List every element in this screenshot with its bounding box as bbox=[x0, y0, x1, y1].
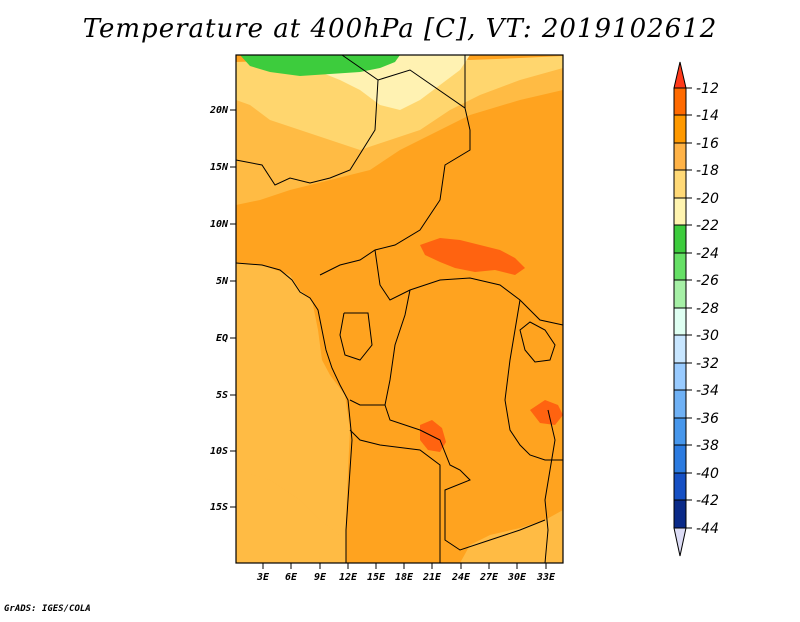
contour-fill-green-north bbox=[240, 55, 400, 76]
contour-fill-red-orange-east bbox=[530, 400, 563, 425]
border-east-1 bbox=[504, 299, 563, 461]
colorbar-swatch bbox=[673, 224, 687, 254]
colorbar-label: -24 bbox=[696, 246, 719, 262]
x-tick-label: 21E bbox=[422, 572, 442, 583]
contour-fill-light-orange-southband bbox=[236, 470, 346, 563]
colorbar-bottom-triangle bbox=[673, 527, 687, 557]
border-lake bbox=[519, 321, 556, 363]
x-tick-label: 3E bbox=[256, 572, 270, 583]
y-tick-label: 10N bbox=[210, 219, 229, 230]
x-tick-label: 18E bbox=[395, 572, 414, 583]
colorbar-swatch bbox=[673, 417, 687, 446]
colorbar-label: -32 bbox=[696, 356, 719, 372]
contour-fill-red-orange-central bbox=[420, 238, 525, 275]
colorbar-label: -38 bbox=[696, 438, 719, 454]
y-tick-label: EQ bbox=[216, 333, 228, 344]
colorbar-swatch bbox=[673, 279, 687, 309]
colorbar-label: -18 bbox=[696, 163, 719, 179]
y-tick-label: 5S bbox=[216, 390, 228, 401]
colorbar-label: -14 bbox=[696, 108, 719, 124]
x-tick-label: 33E bbox=[536, 572, 556, 583]
border-south-2 bbox=[349, 429, 441, 563]
map-panel bbox=[235, 54, 564, 564]
x-tick-label: 27E bbox=[479, 572, 499, 583]
border-north-1 bbox=[235, 54, 379, 186]
country-borders bbox=[235, 54, 564, 564]
colorbar-swatch bbox=[673, 499, 687, 529]
border-east-coast bbox=[544, 409, 556, 564]
y-tick-label: 20N bbox=[209, 105, 229, 116]
y-tick-label: 5N bbox=[216, 276, 229, 287]
border-north-2 bbox=[377, 55, 466, 109]
x-tick-label: 12E bbox=[339, 572, 358, 583]
y-tick-label: 10S bbox=[210, 446, 228, 457]
border-south-1 bbox=[384, 404, 546, 551]
x-axis: 3E 6E 9E 12E 15E 18E 21E 24E 27E 30E 33E bbox=[256, 563, 556, 583]
colorbar-swatch bbox=[673, 114, 687, 144]
border-central-3 bbox=[339, 312, 373, 361]
border-north-3 bbox=[319, 107, 471, 276]
x-tick-label: 30E bbox=[507, 572, 527, 583]
colorbar-label: -40 bbox=[696, 466, 719, 482]
x-tick-label: 9E bbox=[314, 572, 327, 583]
colorbar-swatch bbox=[673, 307, 687, 336]
colorbar-swatch bbox=[673, 142, 687, 171]
colorbar-label: -12 bbox=[696, 81, 719, 97]
x-tick-label: 24E bbox=[451, 572, 471, 583]
y-tick-label: 15N bbox=[210, 162, 229, 173]
border-central-2 bbox=[349, 289, 411, 406]
colorbar-top-triangle bbox=[673, 61, 687, 89]
colorbar-label: -42 bbox=[696, 493, 719, 509]
border-central-1 bbox=[374, 249, 564, 326]
colorbar-label: -22 bbox=[696, 218, 719, 234]
colorbar-swatch bbox=[673, 362, 687, 391]
colorbar-swatch bbox=[673, 169, 687, 199]
colorbar-label: -28 bbox=[696, 301, 719, 317]
colorbar-label: -16 bbox=[696, 136, 719, 152]
colorbar-label: -44 bbox=[696, 521, 719, 537]
colorbar-label: -26 bbox=[696, 273, 719, 289]
colorbar-swatch bbox=[673, 252, 687, 281]
map-frame bbox=[235, 54, 564, 564]
colorbar-label: -36 bbox=[696, 411, 719, 427]
colorbar-swatch bbox=[673, 472, 687, 501]
colorbar-swatch bbox=[673, 87, 687, 116]
x-tick-label: 15E bbox=[367, 572, 386, 583]
colorbar: -12 -14 -16 -18 -20 -22 -24 -26 -28 -30 … bbox=[673, 61, 719, 557]
colorbar-label: -20 bbox=[696, 191, 719, 207]
credit-text: GrADS: IGES/COLA bbox=[4, 604, 91, 614]
coastline bbox=[235, 262, 353, 563]
colorbar-swatch bbox=[673, 197, 687, 226]
colorbar-swatch bbox=[673, 444, 687, 474]
y-axis: 20N 15N 10N 5N EQ 5S 10S 15S bbox=[209, 105, 236, 513]
colorbar-swatch bbox=[673, 334, 687, 364]
y-tick-label: 15S bbox=[210, 502, 228, 513]
colorbar-label: -30 bbox=[696, 328, 719, 344]
chart-title: Temperature at 400hPa [C], VT: 201910261… bbox=[82, 14, 718, 44]
colorbar-swatch bbox=[673, 389, 687, 419]
x-tick-label: 6E bbox=[285, 572, 298, 583]
colorbar-label: -34 bbox=[696, 383, 719, 399]
